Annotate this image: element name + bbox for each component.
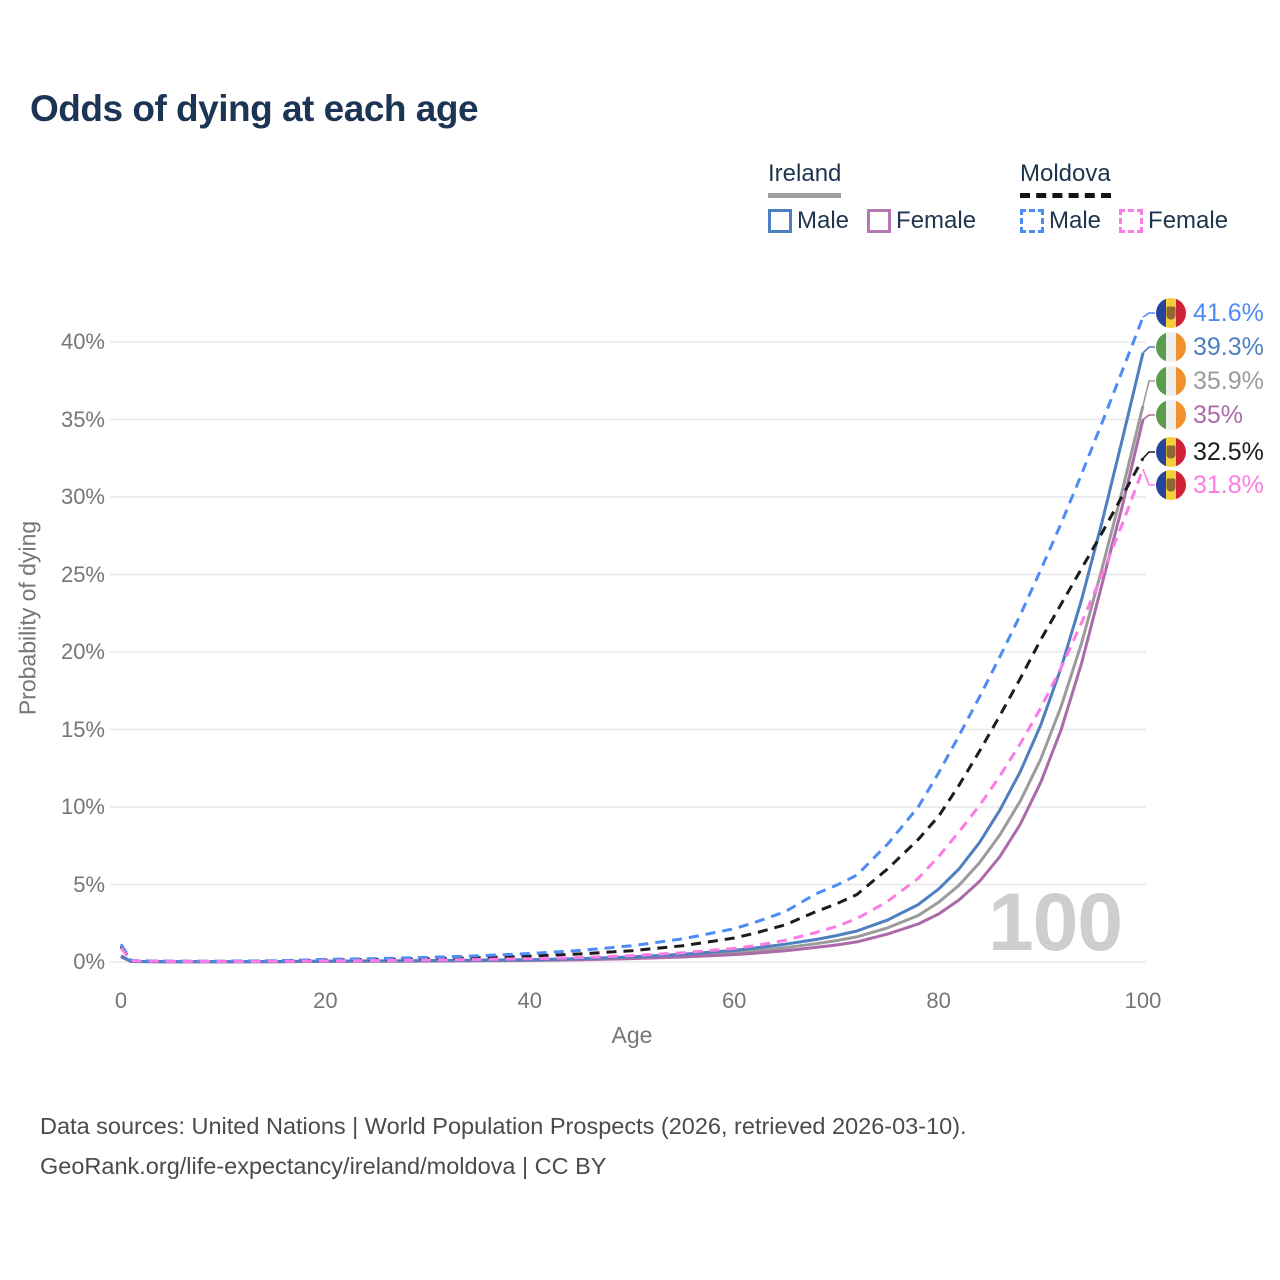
legend-item-moldova-male[interactable]: Male	[1020, 207, 1101, 235]
end-label-connector	[1142, 414, 1155, 421]
moldova-male-swatch-icon	[1020, 209, 1044, 233]
moldova-flag-icon	[1156, 298, 1186, 328]
legend-header-moldova: Moldova	[1020, 160, 1111, 198]
y-tick-20: 20%	[60, 639, 105, 664]
y-tick-0: 0%	[73, 949, 105, 974]
series-end-label-ireland-male: 39.3%	[1156, 332, 1264, 362]
ireland-flag-icon	[1156, 332, 1186, 362]
moldova-flag-icon	[1156, 437, 1186, 467]
page-title: Odds of dying at each age	[30, 88, 479, 129]
legend-label-ireland-male: Male	[797, 207, 850, 234]
legend-group-moldova: Moldova Male Female	[1020, 160, 1228, 235]
y-tick-15: 15%	[60, 716, 105, 742]
legend-item-ireland-female[interactable]: Female	[867, 207, 976, 235]
series-line-moldova-male	[119, 316, 1145, 963]
series-line-moldova-total	[119, 457, 1145, 963]
y-tick-5: 5%	[73, 871, 105, 897]
age-watermark: 100	[988, 877, 1123, 968]
y-tick-35: 35%	[60, 406, 105, 432]
x-tick-60: 60	[721, 988, 747, 1013]
end-label-connector	[1142, 451, 1155, 459]
y-tick-40: 40%	[60, 329, 105, 354]
footer-line-2: GeoRank.org/life-expectancy/ireland/mold…	[40, 1153, 607, 1179]
end-label-connector	[1142, 346, 1155, 354]
legend-item-moldova-female[interactable]: Female	[1119, 207, 1228, 235]
x-tick-20: 20	[313, 988, 338, 1013]
legend-label-moldova-male: Male	[1049, 207, 1102, 234]
series-line-moldova-female	[119, 468, 1145, 963]
y-tick-25: 25%	[60, 561, 105, 587]
series-end-label-moldova-female: 31.8%	[1156, 470, 1264, 500]
end-value-label: 39.3%	[1193, 332, 1264, 361]
moldova-flag-icon	[1156, 470, 1186, 500]
series-end-label-moldova-total: 32.5%	[1156, 437, 1264, 467]
legend-item-ireland-male[interactable]: Male	[768, 207, 849, 235]
legend-label-ireland-female: Female	[896, 207, 977, 234]
ireland-flag-icon	[1156, 400, 1186, 430]
series-end-label-ireland-female: 35%	[1156, 400, 1243, 430]
footer-line-1: Data sources: United Nations | World Pop…	[40, 1113, 967, 1139]
series-end-label-moldova-male: 41.6%	[1156, 298, 1264, 328]
y-tick-10: 10%	[60, 794, 105, 819]
end-value-label: 41.6%	[1193, 298, 1264, 327]
end-label-connector	[1142, 380, 1155, 406]
x-tick-80: 80	[926, 988, 951, 1013]
end-label-connector	[1142, 312, 1155, 318]
ireland-flag-icon	[1156, 366, 1186, 396]
end-value-label: 35.9%	[1193, 366, 1264, 395]
legend-group-ireland: Ireland Male Female	[768, 160, 976, 235]
series-end-label-ireland-total: 35.9%	[1156, 366, 1264, 396]
y-axis-title: Probability of dying	[14, 520, 41, 716]
end-value-label: 35%	[1193, 400, 1244, 429]
end-value-label: 31.8%	[1193, 470, 1264, 499]
legend-header-ireland: Ireland	[768, 160, 842, 198]
ireland-female-swatch-icon	[867, 209, 892, 233]
x-tick-0: 0	[114, 988, 128, 1013]
end-label-connector	[1142, 468, 1155, 486]
legend-label-moldova-female: Female	[1148, 207, 1229, 234]
x-tick-100: 100	[1124, 988, 1162, 1013]
series-line-ireland-male	[120, 352, 1145, 964]
x-axis-title: Age	[611, 1022, 653, 1048]
ireland-male-swatch-icon	[768, 209, 792, 233]
x-tick-40: 40	[517, 988, 543, 1013]
end-value-label: 32.5%	[1193, 437, 1264, 466]
moldova-female-swatch-icon	[1119, 209, 1144, 233]
y-tick-30: 30%	[60, 484, 105, 509]
footer-attribution: Data sources: United Nations | World Pop…	[40, 1106, 967, 1186]
